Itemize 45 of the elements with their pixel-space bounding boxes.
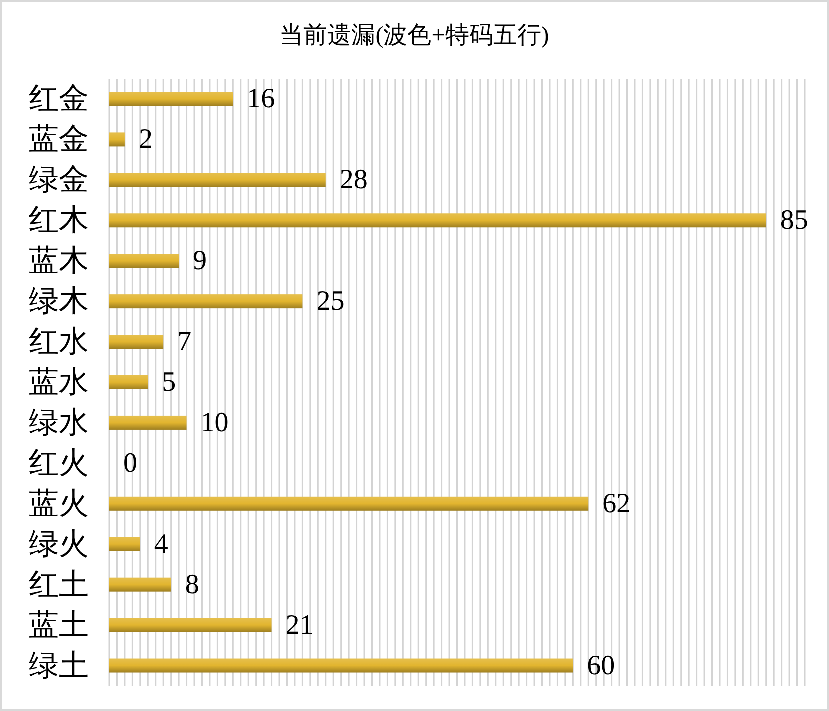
y-tick-label: 绿金 <box>29 164 89 197</box>
data-label: 4 <box>154 528 168 560</box>
bar <box>110 173 326 188</box>
data-label: 85 <box>780 205 808 236</box>
data-label: 0 <box>124 448 138 479</box>
data-label: 25 <box>316 286 345 318</box>
data-label: 5 <box>162 367 176 398</box>
y-tick-label: 红木 <box>29 204 89 238</box>
y-tick-label: 蓝水 <box>29 366 89 399</box>
data-label: 60 <box>587 650 616 682</box>
bar <box>110 254 180 268</box>
bar <box>110 214 766 228</box>
y-tick-label: 蓝木 <box>29 244 89 278</box>
y-tick-label: 红土 <box>29 568 89 602</box>
bar <box>110 335 164 350</box>
bar <box>110 294 303 309</box>
data-label: 62 <box>602 488 631 520</box>
bar <box>110 537 140 552</box>
y-tick-label: 绿木 <box>29 285 89 318</box>
data-label: 16 <box>247 84 276 115</box>
y-tick-label: 蓝火 <box>29 487 89 520</box>
bar <box>110 92 234 106</box>
y-tick-label: 红金 <box>29 82 89 116</box>
data-label: 2 <box>138 124 153 156</box>
y-tick-label: 蓝金 <box>29 123 89 156</box>
y-tick-label: 绿水 <box>29 406 89 440</box>
bar <box>110 658 574 673</box>
chart-title: 当前遗漏(波色+特码五行) <box>280 23 550 49</box>
data-label: 21 <box>286 610 314 641</box>
bar <box>110 416 187 430</box>
y-tick-label: 蓝土 <box>29 608 89 642</box>
bar <box>110 496 589 511</box>
bar <box>110 578 172 592</box>
bar <box>110 132 125 147</box>
bar <box>110 376 148 390</box>
y-tick-label: 红火 <box>29 446 89 480</box>
data-label: 8 <box>185 569 200 600</box>
y-tick-label: 绿土 <box>29 649 89 682</box>
data-label: 28 <box>340 164 368 196</box>
bar <box>110 618 272 632</box>
data-label: 10 <box>200 407 229 438</box>
y-tick-label: 红水 <box>29 326 89 359</box>
y-tick-label: 绿火 <box>29 528 89 561</box>
data-label: 9 <box>193 246 208 277</box>
data-label: 7 <box>178 326 192 358</box>
